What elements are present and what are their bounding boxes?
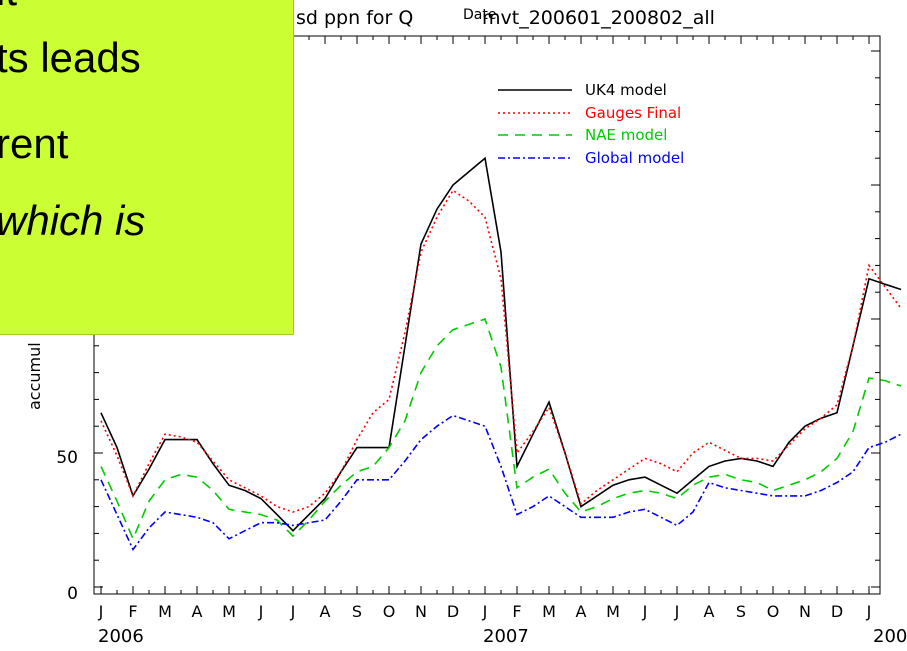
series-line-gauges-final [100, 189, 902, 513]
month-label: J [482, 602, 488, 621]
month-label: D [447, 602, 459, 621]
legend-label-gauges: Gauges Final [585, 104, 681, 122]
month-label: J [642, 602, 648, 621]
callout-line-3: rent [0, 120, 69, 167]
month-label: J [674, 602, 680, 621]
month-label: O [767, 602, 780, 621]
y-tick-label-50: 50 [56, 448, 78, 468]
series-line-uk4-model [100, 156, 902, 532]
month-label: O [383, 602, 396, 621]
month-labels: J F M A M J J A S O N D J F M A M J J A … [98, 602, 872, 621]
month-label: N [799, 602, 811, 621]
chart-title: sd ppn for Q [296, 7, 413, 29]
month-label: M [158, 602, 172, 621]
chart-title-overlap: Date [463, 7, 496, 23]
month-label: A [192, 602, 203, 621]
month-label: S [352, 602, 362, 621]
month-label: A [320, 602, 331, 621]
month-label: A [576, 602, 587, 621]
year-label-2007: 2007 [483, 626, 529, 647]
legend-label-global: Global model [585, 149, 684, 167]
month-label: S [736, 602, 746, 621]
series-line-global-model [100, 414, 902, 552]
y-axis-label: accumul [25, 342, 44, 410]
month-label: D [831, 602, 843, 621]
month-label: M [222, 602, 236, 621]
chart-title-suffix: mvt_200601_200802_all [482, 7, 715, 29]
month-label: M [542, 602, 556, 621]
month-label: J [98, 602, 104, 621]
legend: UK4 model Gauges Final NAE model Global … [498, 81, 684, 167]
year-label-2006: 2006 [98, 626, 144, 647]
callout-line-2: ts leads [0, 34, 141, 81]
callout-line-1: it [0, 0, 17, 12]
month-label: F [128, 602, 137, 621]
series-line-nae-model [100, 317, 902, 541]
legend-label-uk4: UK4 model [585, 81, 667, 99]
month-label: F [512, 602, 521, 621]
y-tick-label-0: 0 [67, 584, 78, 604]
legend-label-nae: NAE model [585, 126, 667, 144]
month-label: J [290, 602, 296, 621]
callout-line-4-text: which is [0, 197, 146, 244]
callout-line-4: which is [0, 200, 145, 242]
year-label-2008: 200 [873, 626, 907, 647]
month-label: J [866, 602, 872, 621]
text-callout-box: it ts leads rent which is [0, 0, 294, 335]
month-label: A [704, 602, 715, 621]
series-lines [100, 156, 902, 552]
month-label: N [415, 602, 427, 621]
month-label: J [258, 602, 264, 621]
month-label: M [606, 602, 620, 621]
